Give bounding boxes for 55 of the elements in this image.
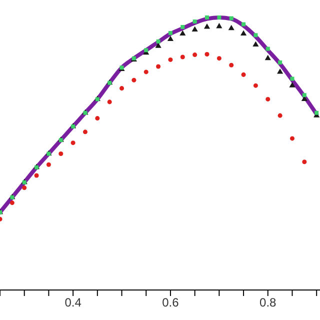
point bbox=[168, 30, 172, 35]
point bbox=[204, 23, 210, 29]
point bbox=[278, 113, 282, 118]
point bbox=[229, 62, 234, 68]
x-tick-label: 0.4 bbox=[64, 296, 82, 310]
point bbox=[229, 16, 234, 20]
point bbox=[241, 72, 246, 77]
point bbox=[180, 54, 185, 60]
point bbox=[192, 26, 198, 32]
point bbox=[34, 173, 39, 178]
point bbox=[107, 100, 112, 104]
point bbox=[228, 24, 234, 30]
point bbox=[266, 46, 270, 51]
point bbox=[144, 48, 148, 52]
point bbox=[252, 41, 259, 46]
x-tick-label: 0.8 bbox=[260, 296, 277, 310]
point bbox=[290, 136, 294, 141]
point bbox=[266, 96, 270, 102]
point bbox=[302, 93, 306, 98]
point bbox=[289, 82, 296, 88]
point bbox=[205, 15, 209, 20]
point bbox=[314, 110, 319, 115]
point bbox=[120, 86, 124, 91]
point bbox=[156, 39, 160, 44]
point bbox=[132, 78, 136, 82]
point bbox=[46, 162, 51, 167]
point bbox=[242, 22, 246, 26]
point bbox=[168, 57, 173, 62]
point bbox=[155, 42, 162, 48]
point bbox=[192, 52, 198, 58]
point bbox=[302, 160, 307, 164]
point bbox=[144, 70, 148, 74]
point bbox=[58, 151, 64, 156]
point bbox=[278, 60, 282, 64]
point bbox=[216, 56, 222, 61]
point bbox=[217, 15, 222, 20]
point bbox=[95, 116, 100, 121]
point bbox=[192, 20, 197, 24]
point bbox=[253, 83, 258, 88]
point bbox=[240, 30, 247, 36]
x-tick-label: 0.6 bbox=[162, 296, 180, 310]
point bbox=[290, 76, 294, 81]
point bbox=[254, 33, 258, 38]
point bbox=[180, 30, 186, 36]
point bbox=[216, 22, 222, 28]
point bbox=[264, 54, 271, 60]
point bbox=[156, 64, 161, 69]
point bbox=[167, 36, 174, 42]
point bbox=[10, 200, 14, 206]
point bbox=[204, 52, 210, 56]
point bbox=[22, 186, 27, 190]
point bbox=[82, 130, 88, 134]
point bbox=[180, 24, 185, 29]
point bbox=[70, 140, 76, 146]
point bbox=[277, 68, 284, 74]
